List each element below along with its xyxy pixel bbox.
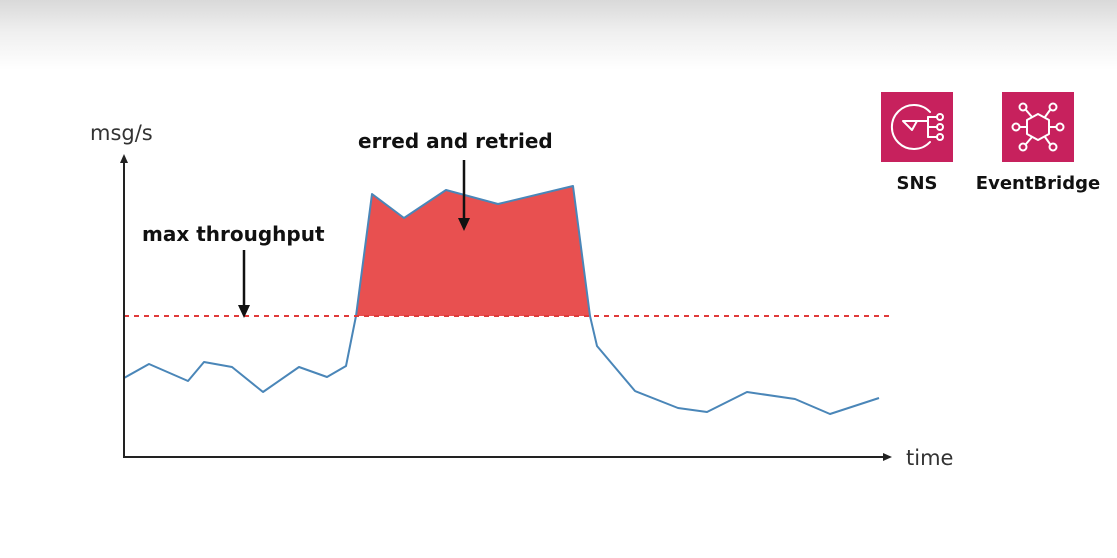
sns-icon [881,92,953,162]
x-axis-label: time [906,446,953,470]
eventbridge-service: EventBridge [976,92,1100,194]
erred-and-retried-label: erred and retried [358,129,553,153]
sns-label: SNS [897,173,938,194]
max-throughput-label: max throughput [142,222,325,246]
y-axis-label: msg/s [90,121,153,145]
sns-service: SNS [881,92,953,194]
eventbridge-label: EventBridge [976,173,1100,194]
overflow-area [356,186,590,316]
top-gradient-band [0,0,1117,70]
eventbridge-icon [1002,92,1074,162]
throughput-line [123,185,880,415]
